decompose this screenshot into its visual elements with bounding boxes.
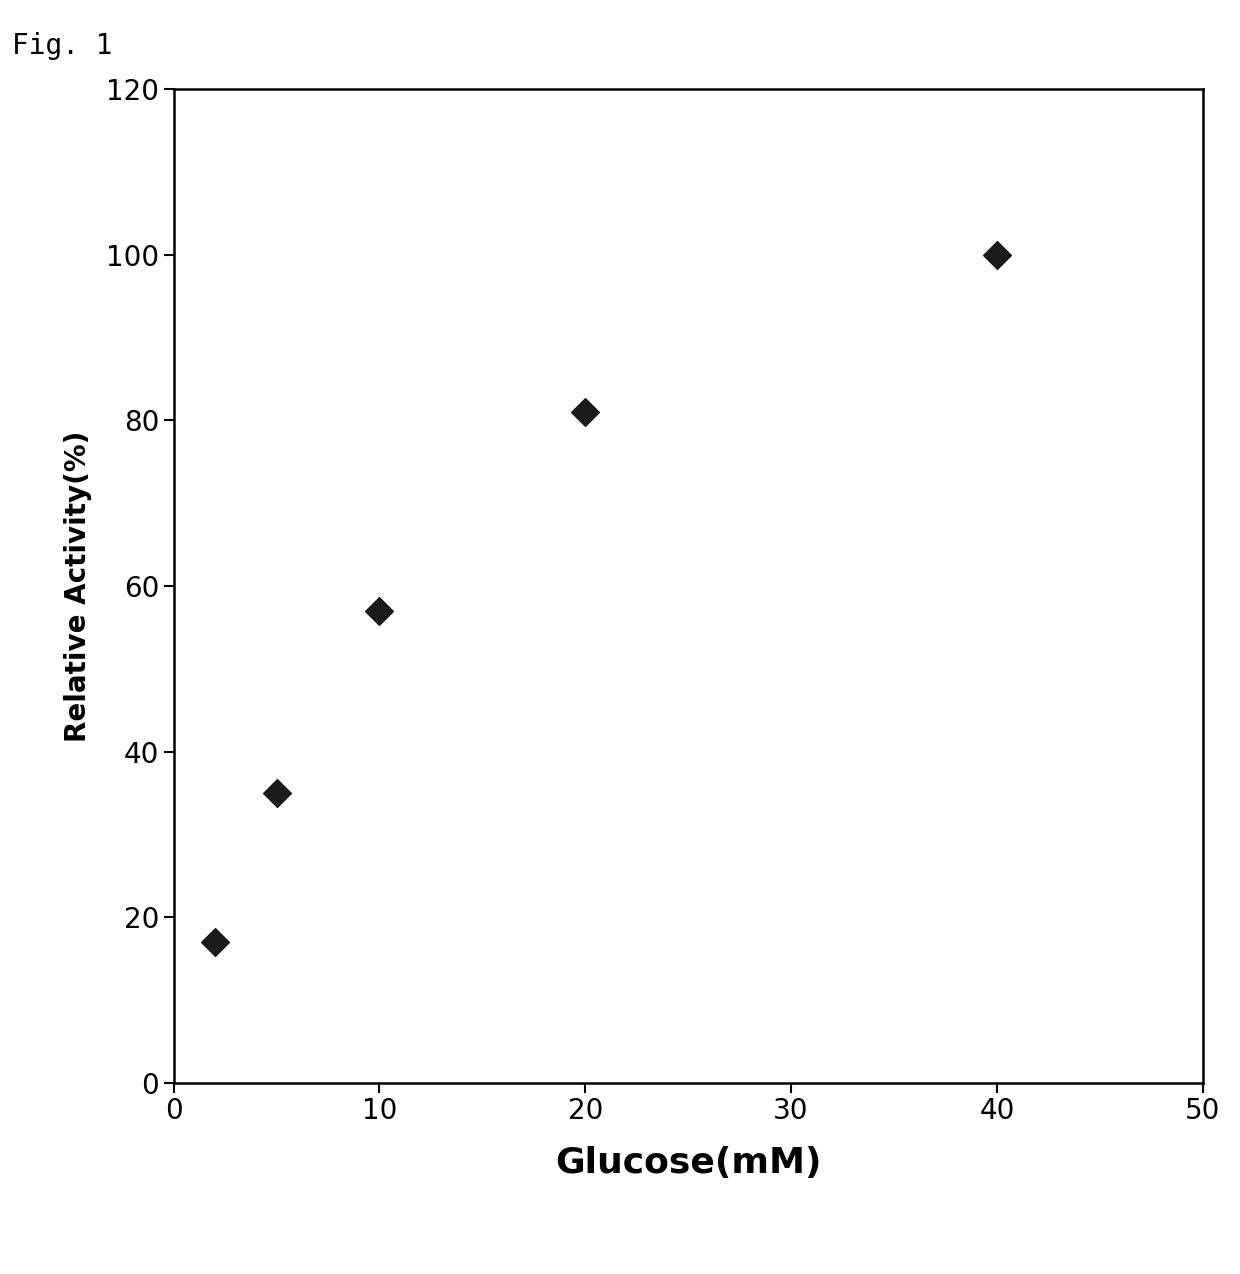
Text: Fig. 1: Fig. 1	[12, 32, 113, 60]
Point	[370, 600, 389, 620]
Point	[205, 931, 224, 952]
Point	[575, 401, 595, 422]
X-axis label: Glucose(mM): Glucose(mM)	[556, 1147, 821, 1180]
Point	[267, 782, 286, 803]
Y-axis label: Relative Activity(%): Relative Activity(%)	[64, 431, 92, 741]
Point	[987, 245, 1007, 265]
